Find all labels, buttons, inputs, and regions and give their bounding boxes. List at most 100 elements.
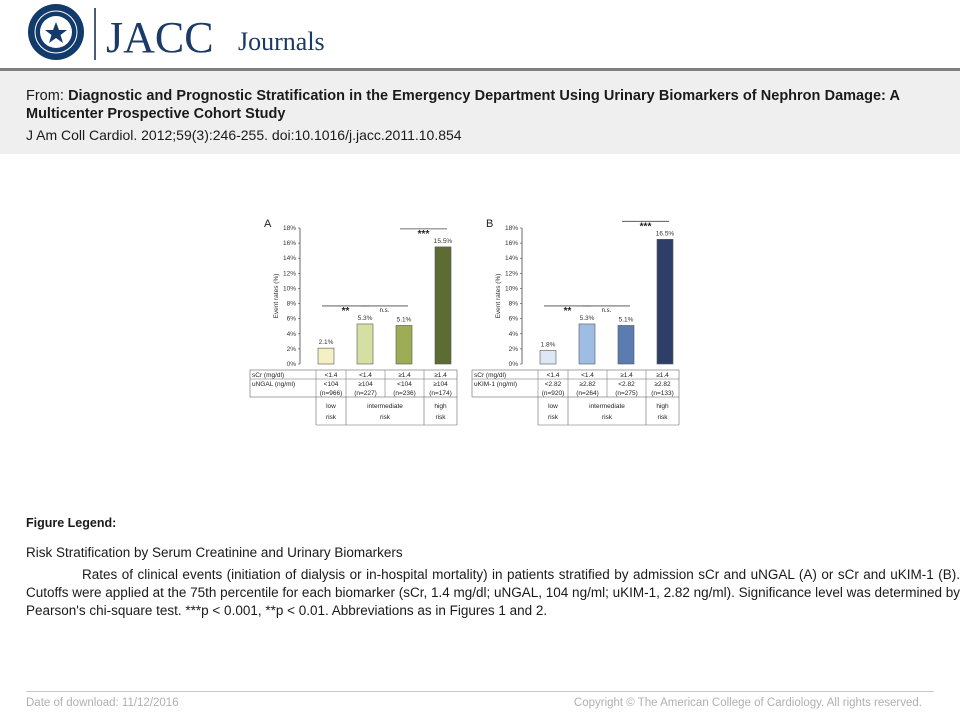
bar — [395, 325, 413, 365]
table-cell: (n=264) — [576, 390, 599, 397]
bar-value-label: 5.1% — [619, 316, 634, 323]
y-tick-label: 12% — [505, 270, 518, 277]
bar-value-label: 5.3% — [358, 315, 373, 322]
table-cell: (n=174) — [429, 390, 452, 397]
bar-value-label: 5.1% — [397, 316, 412, 323]
y-tick-label: 16% — [283, 240, 296, 247]
table-cell: (n=133) — [651, 390, 674, 397]
y-tick-label: 10% — [283, 285, 296, 292]
header-rule — [0, 68, 960, 71]
risk-group-label: risk — [435, 414, 446, 421]
table-cell: ≥1.4 — [434, 372, 447, 379]
table-cell: <104 — [397, 381, 412, 388]
bar-value-label: 15.5% — [434, 238, 453, 245]
y-tick-label: 14% — [283, 255, 296, 262]
risk-group-label: low — [326, 403, 336, 410]
bar-value-label: 2.1% — [319, 339, 334, 346]
significance-label: *** — [418, 229, 430, 240]
risk-group-label: risk — [602, 414, 613, 421]
table-cell: (n=227) — [354, 390, 377, 397]
y-tick-label: 2% — [287, 346, 297, 353]
y-tick-label: 6% — [509, 316, 519, 323]
table-cell: <1.4 — [325, 372, 338, 379]
bar — [617, 325, 635, 365]
significance-label: n.s. — [380, 308, 390, 314]
risk-group-label: risk — [657, 414, 668, 421]
bar — [434, 246, 452, 365]
stratification-table — [471, 369, 680, 398]
significance-label: *** — [640, 221, 652, 232]
table-cell: <1.4 — [359, 372, 372, 379]
table-row-label: sCr (mg/dl) — [474, 372, 506, 379]
table-cell: <1.4 — [547, 372, 560, 379]
from-label: From: — [26, 88, 64, 104]
figure-legend-heading: Figure Legend: — [26, 516, 117, 530]
risk-group-label: high — [434, 403, 447, 410]
y-tick-label: 18% — [505, 225, 518, 232]
download-date: Date of download: 11/12/2016 — [26, 697, 179, 709]
brand-name: JACC — [106, 13, 214, 62]
jacc-logo: JACC Journals — [28, 4, 325, 62]
panel-label: B — [486, 218, 493, 230]
journal-header: JACC Journals — [0, 0, 960, 68]
table-cell: (n=236) — [393, 390, 416, 397]
y-axis-label: Event rates (%) — [495, 274, 502, 319]
significance-label: ** — [564, 306, 572, 317]
bar — [539, 350, 557, 365]
bar-value-label: 5.3% — [580, 315, 595, 322]
citation-box: From: Diagnostic and Prognostic Stratifi… — [0, 71, 960, 154]
stratification-table — [249, 369, 458, 398]
table-cell: (n=275) — [615, 390, 638, 397]
copyright: Copyright © The American College of Card… — [573, 697, 922, 709]
table-cell: <104 — [324, 381, 339, 388]
bar — [656, 239, 674, 365]
risk-group-label: risk — [548, 414, 559, 421]
article-title: Diagnostic and Prognostic Stratification… — [26, 88, 900, 122]
acc-seal-icon — [28, 4, 84, 60]
y-tick-label: 8% — [509, 301, 519, 308]
panel-label: A — [264, 218, 272, 230]
table-cell: ≥2.82 — [654, 381, 671, 388]
bar — [578, 323, 596, 365]
risk-group-label: intermediate — [589, 403, 625, 410]
y-tick-label: 4% — [509, 331, 519, 338]
y-tick-label: 6% — [287, 316, 297, 323]
table-cell: ≥104 — [358, 381, 373, 388]
article-citation: From: Diagnostic and Prognostic Stratifi… — [26, 87, 900, 123]
table-cell: ≥104 — [433, 381, 448, 388]
table-row-label: uKIM-1 (ng/ml) — [474, 381, 517, 388]
table-cell: (n=966) — [320, 390, 343, 397]
y-tick-label: 0% — [509, 361, 519, 368]
footer-rule — [26, 691, 934, 692]
bar — [356, 323, 374, 365]
y-tick-label: 12% — [283, 270, 296, 277]
bar-value-label: 1.8% — [541, 341, 556, 348]
y-tick-label: 0% — [287, 361, 297, 368]
table-cell: (n=920) — [542, 390, 565, 397]
significance-label: ** — [342, 306, 350, 317]
y-tick-label: 4% — [287, 331, 297, 338]
table-cell: <2.82 — [545, 381, 562, 388]
figure-legend-text: Rates of clinical events (initiation of … — [26, 567, 960, 618]
table-cell: ≥1.4 — [620, 372, 633, 379]
table-cell: <1.4 — [581, 372, 594, 379]
y-tick-label: 16% — [505, 240, 518, 247]
risk-group-label: intermediate — [367, 403, 403, 410]
table-cell: ≥2.82 — [579, 381, 596, 388]
figure-legend-title: Risk Stratification by Serum Creatinine … — [26, 545, 403, 560]
risk-group-label: risk — [326, 414, 337, 421]
risk-group-label: low — [548, 403, 558, 410]
table-row-label: uNGAL (ng/ml) — [252, 381, 295, 388]
table-cell: ≥1.4 — [656, 372, 669, 379]
y-axis-label: Event rates (%) — [273, 274, 280, 319]
y-tick-label: 14% — [505, 255, 518, 262]
y-tick-label: 8% — [287, 301, 297, 308]
table-cell: <2.82 — [618, 381, 635, 388]
brand-suffix: Journals — [238, 27, 325, 56]
figure-image: A 0% 2% 4% 6% 8% 10% 12% 14% 16% 18% Event rates (%… — [248, 205, 698, 432]
table-cell: ≥1.4 — [398, 372, 411, 379]
y-tick-label: 18% — [283, 225, 296, 232]
y-tick-label: 10% — [505, 285, 518, 292]
y-tick-label: 2% — [509, 346, 519, 353]
risk-group-label: high — [656, 403, 669, 410]
